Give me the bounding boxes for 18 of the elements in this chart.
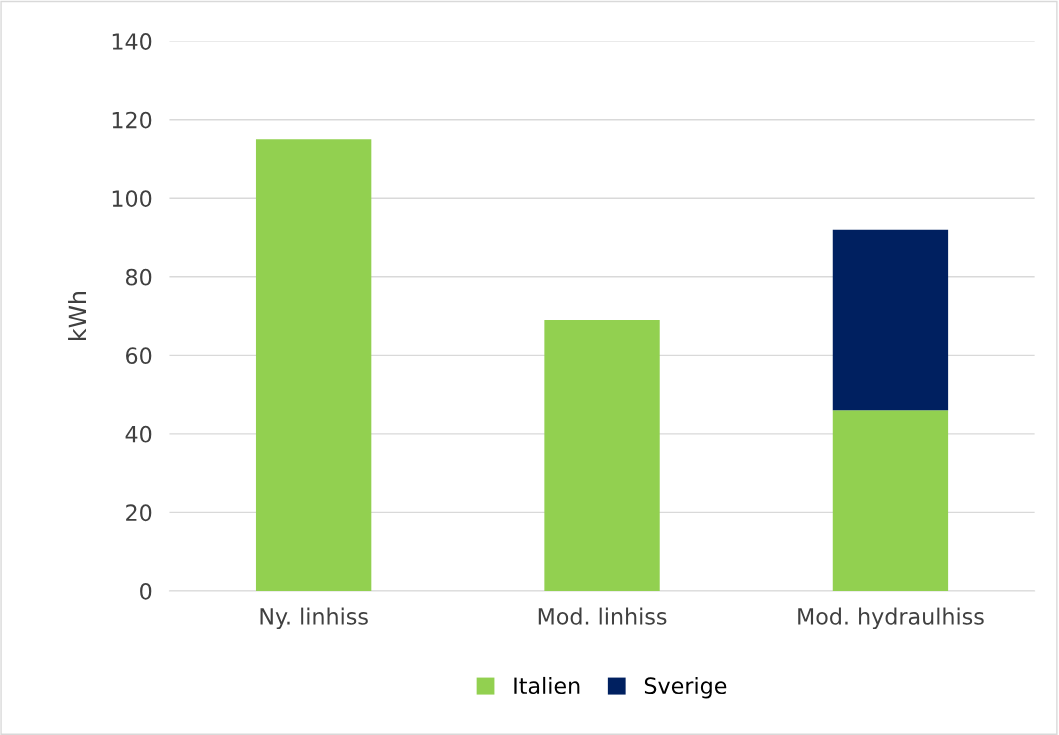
legend-label: Sverige xyxy=(644,676,727,699)
y-tick-label: 120 xyxy=(112,111,152,129)
y-tick-label: 40 xyxy=(125,425,152,443)
y-tick-label: 80 xyxy=(126,268,152,286)
y-tick-label: 100 xyxy=(112,190,152,207)
bar xyxy=(832,229,949,411)
y-axis-title: kWh xyxy=(68,292,86,340)
y-tick-label: 20 xyxy=(126,504,152,522)
bar xyxy=(832,410,949,591)
bar xyxy=(544,319,660,591)
y-tick-label: 140 xyxy=(112,33,152,50)
y-tick-label: 60 xyxy=(126,347,152,365)
x-tick-label: Ny. linhiss xyxy=(260,607,368,630)
legend-label: Italien xyxy=(514,676,580,695)
x-tick-label: Mod. hydraulhiss xyxy=(798,607,984,630)
bar xyxy=(255,139,372,591)
x-tick-label: Mod. linhiss xyxy=(538,607,667,625)
y-tick-label: 0 xyxy=(140,582,152,600)
